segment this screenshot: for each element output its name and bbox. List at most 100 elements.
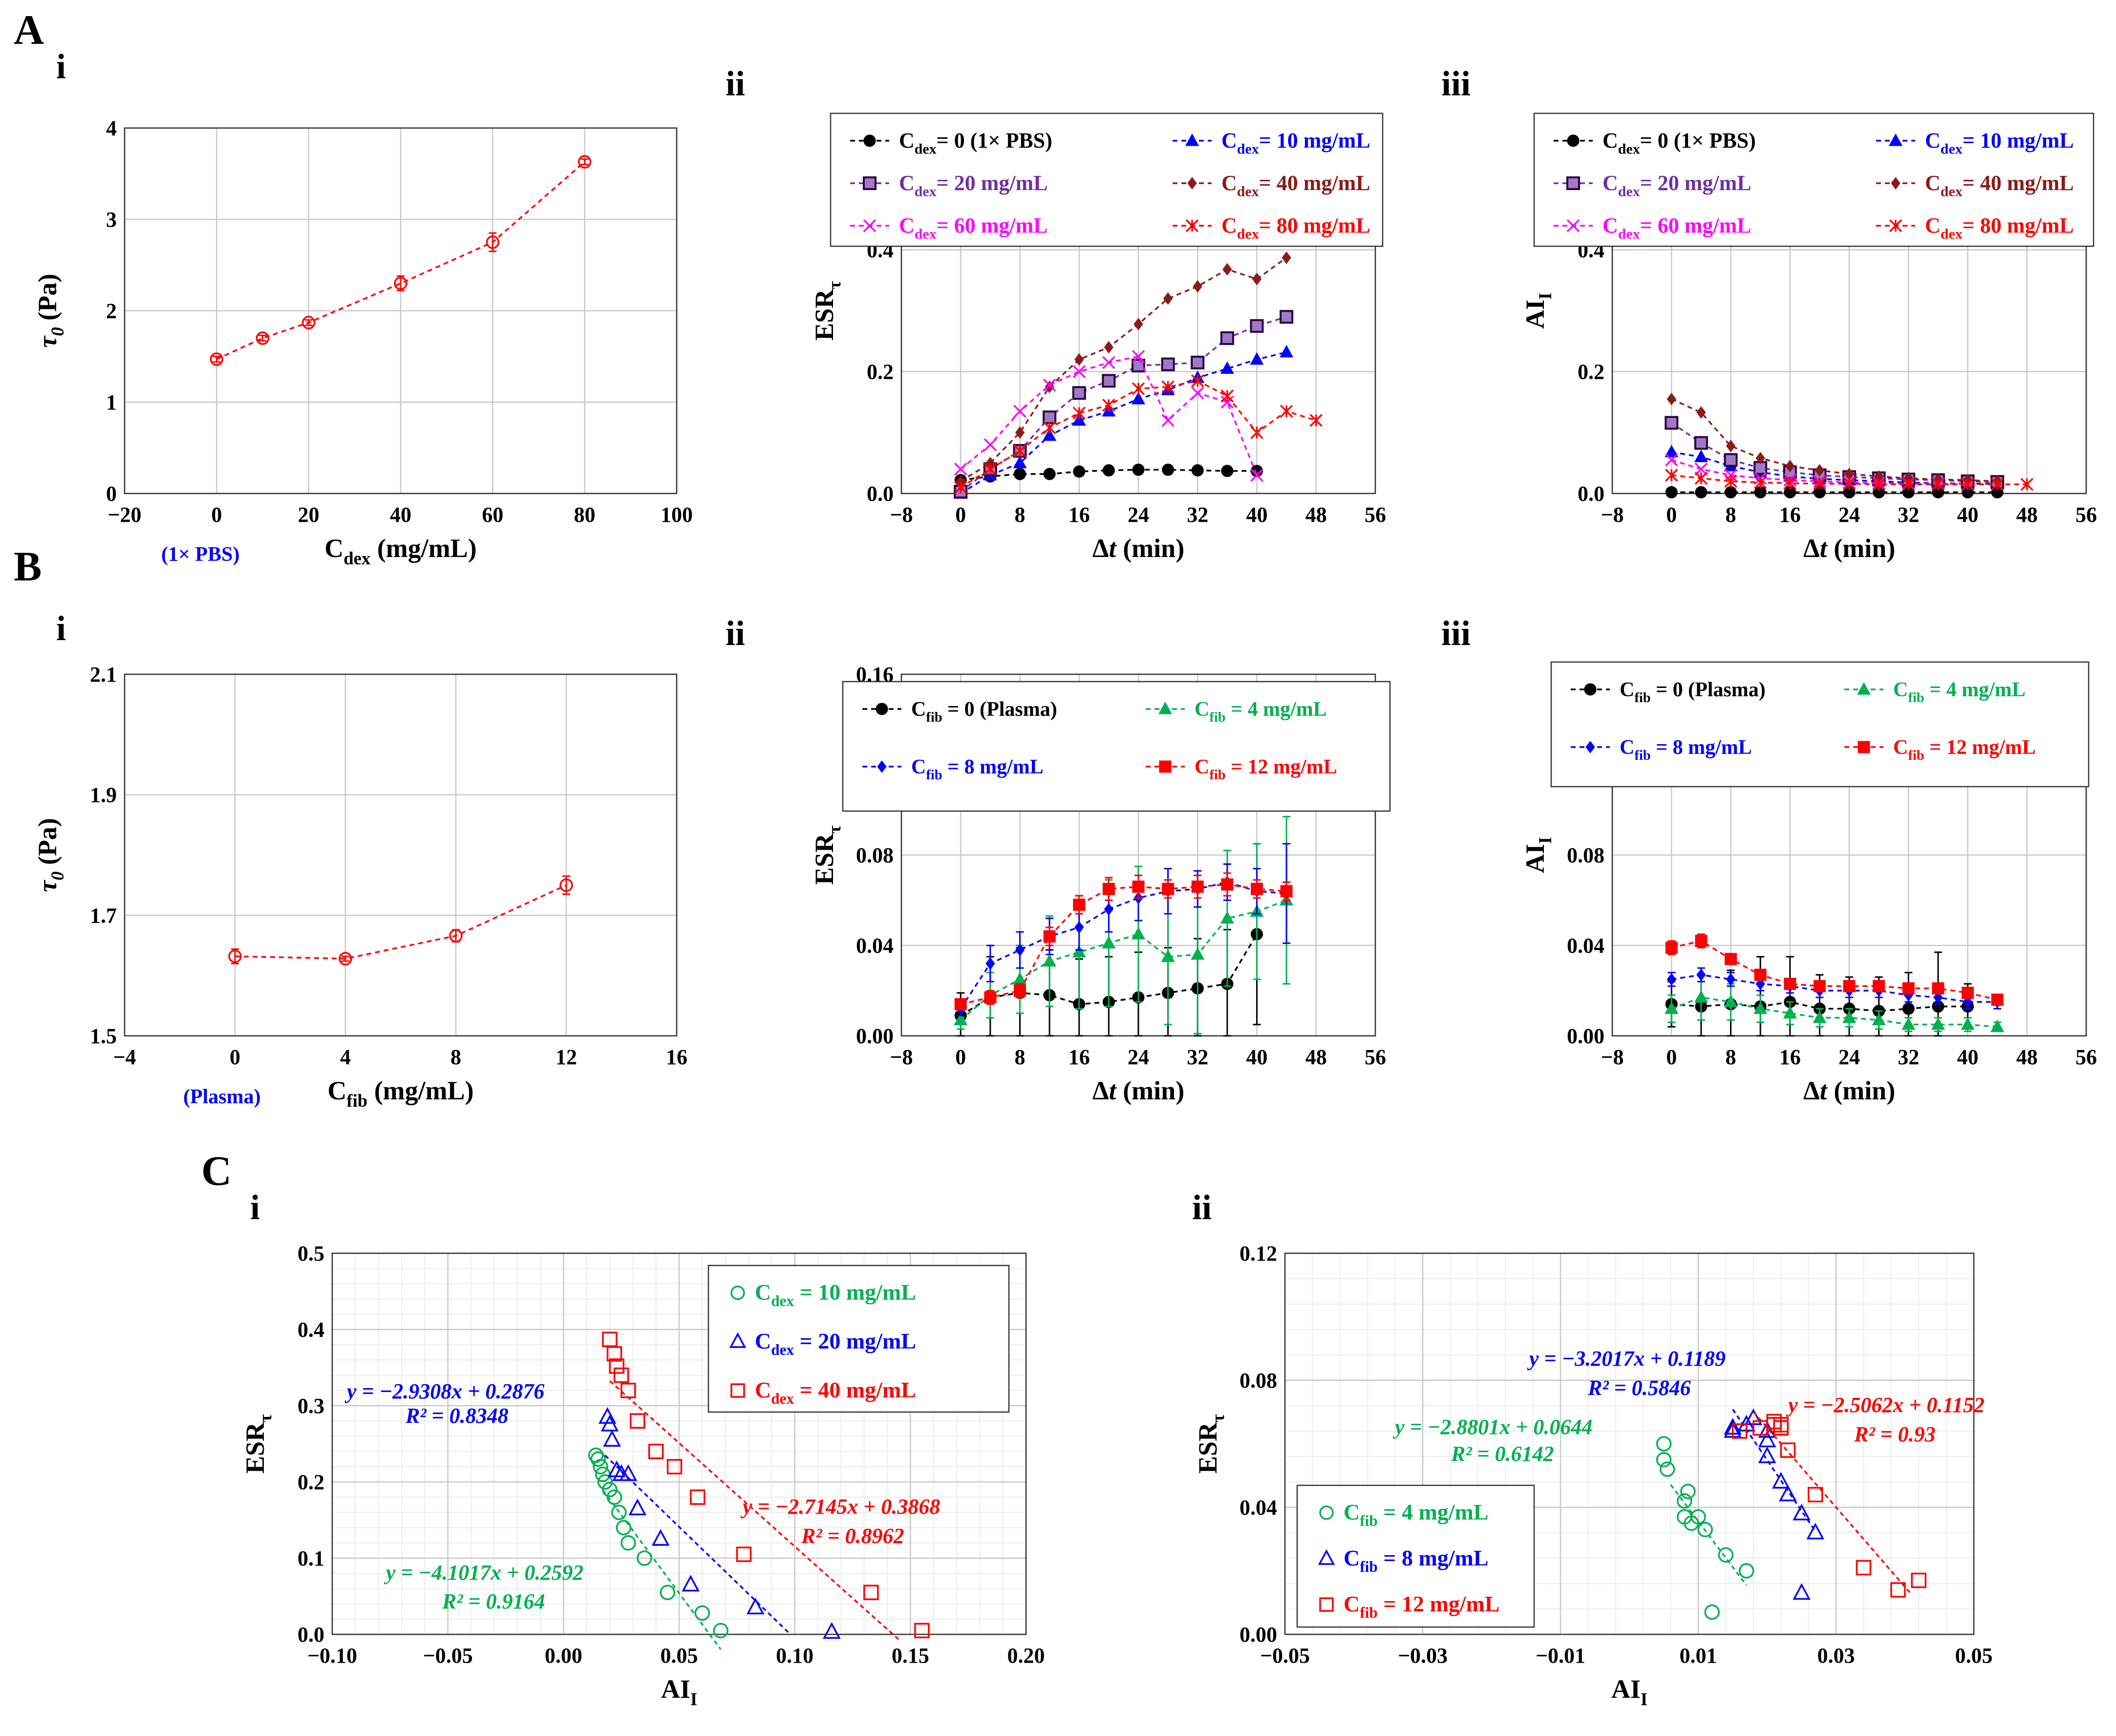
data-point (1724, 453, 1738, 467)
data-point (1220, 331, 1234, 345)
data-point (1704, 1604, 1720, 1620)
data-point (984, 991, 997, 1004)
y-axis-label-sub: 0 (47, 327, 67, 336)
x-axis-label-main: AI (661, 1674, 690, 1704)
y-tick-label: 1.5 (90, 1024, 117, 1048)
data-point (954, 1012, 968, 1026)
x-tick-label: 40 (1957, 1045, 1979, 1069)
data-point (1961, 1017, 1975, 1030)
x-tick-label: 16 (1779, 1045, 1801, 1069)
x-axis-label-tail-var: t (1820, 534, 1828, 563)
x-tick-label: 0.20 (1007, 1644, 1045, 1668)
legend-label-main: C (1925, 171, 1941, 195)
legend-marker (1319, 1505, 1334, 1520)
legend-label: Cdex = 10 mg/mL (755, 1280, 916, 1309)
series-line (216, 161, 585, 360)
data-point (1753, 1420, 1768, 1436)
data-point (637, 1550, 652, 1566)
data-point (1131, 391, 1146, 405)
panel-letter-c: C (201, 1147, 232, 1194)
legend-label: Cdex= 20 mg/mL (899, 171, 1048, 199)
legend-label: Cdex= 80 mg/mL (1925, 214, 2074, 242)
legend-marker-stroke (863, 219, 876, 233)
legend-label: Cdex= 60 mg/mL (899, 214, 1048, 242)
panel-roman-cii: ii (1192, 1188, 1212, 1227)
data-point (628, 1499, 647, 1516)
data-point (1911, 1572, 1926, 1588)
legend-marker (1158, 702, 1173, 714)
data-point (1163, 292, 1173, 305)
x-tick-label: −0.03 (1398, 1644, 1448, 1668)
data-point (1072, 945, 1086, 958)
legend-label: Cfib = 4 mg/mL (1344, 1500, 1489, 1529)
y-tick-label: 0.04 (856, 934, 894, 958)
data-point-stroke (1694, 462, 1708, 476)
legend-label-tail: = 80 mg/mL (1963, 214, 2074, 237)
panel-roman-aii: ii (726, 64, 745, 103)
legend-marker (1185, 133, 1199, 146)
x-tick-label: 16 (1069, 1045, 1090, 1069)
x-axis-label-main: Δ (1092, 1076, 1109, 1105)
data-point (1806, 1522, 1825, 1540)
data-point (1754, 968, 1767, 981)
x-tick-label: 8 (1015, 1045, 1026, 1069)
data-point (597, 1474, 613, 1490)
data-point (339, 952, 352, 965)
data-point (1104, 341, 1113, 354)
x-axis-label-sub: dex (343, 548, 371, 568)
legend-marker (1888, 133, 1903, 146)
x-axis-label-tail-var: t (1109, 1076, 1117, 1105)
data-point (690, 1489, 705, 1505)
legend-marker (1891, 177, 1901, 190)
legend-label-sub: dex (1941, 226, 1963, 242)
data-point (559, 878, 573, 892)
legend-label-tail: = 10 mg/mL (1963, 129, 2074, 152)
legend-box (830, 112, 1384, 247)
data-point (1725, 953, 1737, 965)
x-tick-label: 0 (955, 1045, 966, 1069)
panel-roman-bi: i (56, 609, 66, 648)
x-axis-label-tail-var: t (1820, 1076, 1828, 1105)
y-axis-label-main: AI (1520, 844, 1550, 873)
chart-ci: i −0.10 −0.05 0.00 0.05 0.10 0.15 0.20 0.0 0.1 0.2… (240, 1188, 1045, 1709)
legend-label-sub: dex (771, 1390, 794, 1407)
y-axis-label: ESRτ (810, 825, 844, 885)
data-point (1656, 1436, 1672, 1452)
legend-label-sub: dex (1618, 183, 1640, 199)
series-3 (956, 251, 1291, 488)
data-point (1843, 980, 1856, 992)
data-point (1694, 436, 1708, 450)
legend-label-tail: = 60 mg/mL (1640, 214, 1752, 237)
regression-annotation: y = −2.7145x + 0.3868 (740, 1495, 940, 1519)
data-point (1073, 465, 1086, 478)
legend-label-main: C (755, 1280, 771, 1305)
legend-label-tail: = 10 mg/mL (1259, 129, 1370, 152)
legend-marker (730, 1383, 745, 1398)
legend-label-sub: dex (1237, 183, 1259, 199)
data-point (1102, 374, 1116, 388)
panel-roman-ai: i (56, 47, 66, 86)
note-pbs: (1× PBS) (161, 543, 239, 566)
data-point (648, 1443, 664, 1459)
x-tick-label: 56 (2075, 1045, 2097, 1069)
y-axis-label-sub: τ (255, 1414, 275, 1422)
y-axis-label-tail: (Pa) (33, 274, 62, 327)
regression-annotation: R² = 0.8962 (801, 1524, 904, 1548)
y-tick-label: 2.1 (90, 663, 117, 686)
legend-label-sub: fib (1209, 768, 1225, 783)
x-tick-label: 20 (298, 503, 320, 527)
series-0 (1656, 1436, 1754, 1620)
data-point (616, 1520, 632, 1536)
series-line (1671, 398, 1998, 482)
legend-marker (1159, 760, 1172, 773)
x-tick-label: −0.01 (1536, 1644, 1585, 1668)
data-point (1991, 993, 2004, 1006)
regression-annotation: y = −3.2017x + 0.1189 (1527, 1347, 1726, 1371)
data-point (588, 1447, 604, 1463)
legend-label: Cdex= 20 mg/mL (1603, 171, 1752, 199)
legend-label-main: C (1620, 679, 1634, 701)
